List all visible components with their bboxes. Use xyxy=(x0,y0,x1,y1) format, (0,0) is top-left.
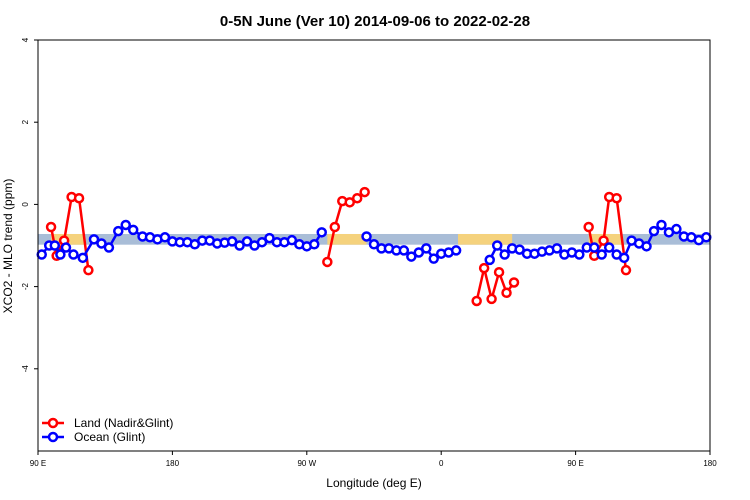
legend-marker-0 xyxy=(47,417,59,429)
x-tick-label-3: 0 xyxy=(439,459,444,468)
series-1-point-1-6 xyxy=(406,251,417,262)
legend-label-0: Land (Nadir&Glint) xyxy=(74,416,173,430)
series-1-point-2-1 xyxy=(491,240,503,251)
series-1-point-2-4 xyxy=(514,244,525,255)
series-1-point-1-0 xyxy=(361,231,372,242)
x-tick-label-5: 180 xyxy=(703,459,717,468)
series-1-point-0-26 xyxy=(234,240,245,251)
series-1-point-0-3 xyxy=(55,249,66,260)
series-1-point-0-0 xyxy=(36,249,47,260)
y-tick-label-3: -2 xyxy=(21,282,30,290)
series-0-point-2-2 xyxy=(486,293,497,305)
background-band-3 xyxy=(458,233,513,245)
y-tick-label-1: 2 xyxy=(21,119,30,124)
legend-label-1: Ocean (Glint) xyxy=(74,430,145,444)
y-axis: 4 2 0 -2 -4 xyxy=(21,37,38,372)
series-1-point-1-8 xyxy=(421,243,432,254)
series-1-point-0-27 xyxy=(241,236,253,247)
series-1-point-0-29 xyxy=(256,236,268,248)
chart-title: 0-5N June (Ver 10) 2014-09-06 to 2022-02… xyxy=(220,13,530,30)
series-0-point-2-4 xyxy=(501,287,512,299)
series-1-point-2-16 xyxy=(603,242,615,253)
legend-marker-1 xyxy=(47,431,59,443)
x-tick-label-2: 90 W xyxy=(297,459,316,468)
series-1-point-0-9 xyxy=(103,242,115,253)
series-1-point-2-15 xyxy=(596,249,607,260)
series-1-point-0-25 xyxy=(226,236,238,247)
background-band-2 xyxy=(327,233,367,245)
series-1-point-0-4 xyxy=(60,242,72,253)
series-1-point-0-5 xyxy=(68,249,79,260)
series-0-point-3-0 xyxy=(583,221,594,233)
series-1-point-2-18 xyxy=(618,252,630,264)
series-0-point-3-2 xyxy=(598,235,609,246)
plot-frame xyxy=(37,39,711,452)
series-0-point-1-1 xyxy=(329,221,341,233)
y-tick-label-4: -4 xyxy=(21,365,30,373)
series-layer xyxy=(36,186,712,307)
series-0-point-1-4 xyxy=(351,192,363,204)
series-0-point-3-4 xyxy=(611,192,622,204)
series-0-point-3-5 xyxy=(620,264,632,276)
series-1-point-2-0 xyxy=(484,254,495,266)
series-1-point-0-37 xyxy=(316,227,327,238)
series-1-point-2-22 xyxy=(648,225,660,237)
series-1-point-2-14 xyxy=(589,242,600,253)
series-1-point-0-36 xyxy=(309,239,320,250)
series-1-point-2-9 xyxy=(551,243,563,254)
series-1-point-1-7 xyxy=(413,247,425,258)
series-1-point-0-8 xyxy=(96,238,107,249)
x-tick-label-0: 90 E xyxy=(30,459,46,468)
series-1-point-2-23 xyxy=(656,219,667,231)
series-0-point-1-0 xyxy=(322,256,333,268)
series-0-point-0-0 xyxy=(45,221,57,233)
series-1-point-0-16 xyxy=(159,232,171,243)
series-0-point-1-5 xyxy=(359,186,370,198)
x-tick-label-4: 90 E xyxy=(567,459,583,468)
y-axis-label: XCO2 - MLO trend (ppm) xyxy=(1,179,15,314)
series-1-point-0-11 xyxy=(120,219,131,231)
series-0-point-1-3 xyxy=(344,197,355,208)
series-1-point-2-2 xyxy=(499,249,510,260)
x-axis-label: Longitude (deg E) xyxy=(326,476,421,490)
series-1-point-0-12 xyxy=(127,224,139,236)
series-1-point-1-5 xyxy=(398,245,410,256)
series-1-point-2-12 xyxy=(574,249,585,260)
y-tick-label-2: 0 xyxy=(21,202,30,207)
series-1-point-0-7 xyxy=(88,234,100,245)
series-1-point-2-29 xyxy=(701,232,712,243)
series-1-point-1-9 xyxy=(428,253,439,264)
series-1-point-1-1 xyxy=(368,239,380,250)
series-1-point-2-21 xyxy=(641,241,652,252)
legend: Land (Nadir&Glint)Ocean (Glint) xyxy=(42,416,173,444)
series-0-point-2-3 xyxy=(493,266,505,278)
series-1-point-0-2 xyxy=(49,240,61,251)
series-1-point-1-12 xyxy=(450,245,462,256)
series-1-point-2-25 xyxy=(671,223,682,235)
series-0-point-2-5 xyxy=(508,277,520,288)
series-0-point-0-5 xyxy=(83,264,94,276)
x-tick-label-1: 180 xyxy=(166,459,180,468)
series-0-point-0-4 xyxy=(73,192,85,204)
series-1-point-0-10 xyxy=(113,225,124,237)
series-0-point-2-1 xyxy=(478,262,490,274)
series-0-point-2-0 xyxy=(471,295,482,307)
series-1-point-0-30 xyxy=(264,232,275,244)
series-1 xyxy=(36,219,712,266)
y-tick-label-0: 4 xyxy=(21,37,30,42)
series-1-point-0-33 xyxy=(286,234,298,246)
x-axis: 90 E 180 90 W 0 90 E 180 xyxy=(30,451,717,468)
series-1-point-0-6 xyxy=(77,252,89,264)
